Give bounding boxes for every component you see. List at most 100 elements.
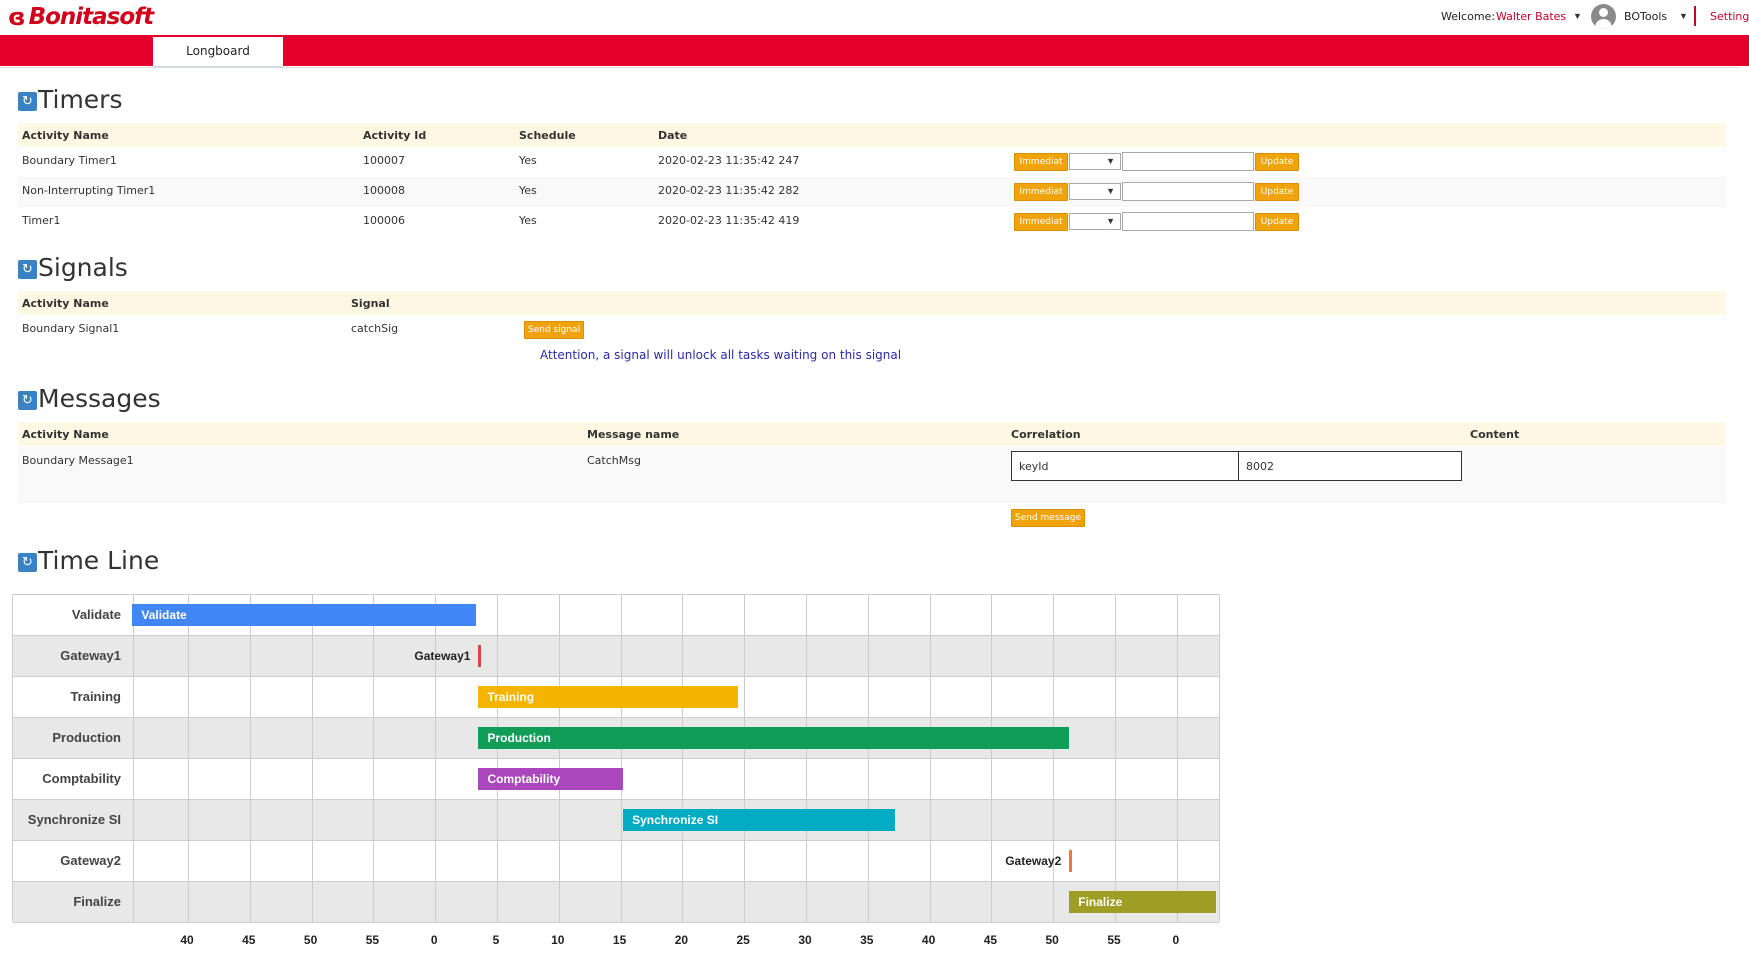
grid-line xyxy=(311,882,313,923)
col-activity-id: Activity Id xyxy=(363,129,427,142)
timeline-bar[interactable]: Production xyxy=(478,727,1070,749)
header-divider xyxy=(1694,6,1696,26)
table-row: Boundary Message1 CatchMsg keyId 8002 xyxy=(18,447,1726,503)
grid-line xyxy=(620,800,622,841)
send-signal-button[interactable]: Send signal xyxy=(524,321,584,339)
x-tick-label: 50 xyxy=(303,933,318,947)
timeline-milestone-label: Gateway2 xyxy=(1005,854,1062,868)
message-name: CatchMsg xyxy=(587,454,641,467)
table-row: Non-Interrupting Timer1 100008 Yes 2020-… xyxy=(18,177,1726,207)
timeline-milestone[interactable] xyxy=(1069,850,1073,872)
grid-line xyxy=(558,882,560,923)
avatar-icon[interactable] xyxy=(1591,4,1616,29)
timeline-bar[interactable]: Synchronize SI xyxy=(623,809,895,831)
grid-line xyxy=(991,841,993,882)
grid-line xyxy=(867,677,869,718)
refresh-icon[interactable]: ↻ xyxy=(18,553,37,572)
timeline-bar[interactable]: Comptability xyxy=(478,768,624,790)
activity-name: Timer1 xyxy=(22,214,61,227)
correlation-key-field[interactable]: keyId xyxy=(1011,451,1240,481)
grid-line xyxy=(1053,677,1055,718)
x-tick-label: 30 xyxy=(798,933,812,947)
grid-line xyxy=(991,636,993,677)
timers-title: Timers xyxy=(38,85,123,114)
grid-line xyxy=(188,800,189,841)
timeline-row: Gateway1 Gateway1 xyxy=(13,636,1219,677)
signals-table-header: Activity Name Signal xyxy=(18,291,1726,315)
timeline-bar[interactable]: Training xyxy=(478,686,738,708)
timeline-milestone[interactable] xyxy=(478,645,482,667)
immediate-button[interactable]: Immediat xyxy=(1014,213,1068,231)
grid-line xyxy=(1053,595,1055,636)
grid-line xyxy=(991,677,993,718)
delay-unit-select[interactable]: ▼ xyxy=(1069,183,1121,200)
immediate-button[interactable]: Immediat xyxy=(1014,153,1068,171)
delay-unit-select[interactable]: ▼ xyxy=(1069,213,1121,230)
update-button[interactable]: Update xyxy=(1255,213,1299,231)
chevron-down-icon: ▼ xyxy=(1106,216,1115,226)
grid-line xyxy=(133,636,134,677)
grid-line xyxy=(1115,718,1116,759)
grid-line xyxy=(620,841,622,882)
grid-line xyxy=(867,882,869,923)
timers-table-header: Activity Name Activity Id Schedule Date xyxy=(18,123,1726,147)
grid-line xyxy=(1053,882,1055,923)
grid-line xyxy=(188,636,189,677)
grid-line xyxy=(133,759,134,800)
timeline-bar[interactable]: Validate xyxy=(132,604,476,626)
delay-input[interactable] xyxy=(1122,182,1254,201)
grid-line xyxy=(929,677,931,718)
immediate-button[interactable]: Immediat xyxy=(1014,183,1068,201)
schedule: Yes xyxy=(519,154,537,167)
send-message-button[interactable]: Send message xyxy=(1011,509,1085,527)
col-correlation: Correlation xyxy=(1011,428,1081,441)
delay-input[interactable] xyxy=(1122,212,1254,231)
grid-line xyxy=(497,595,498,636)
grid-line xyxy=(929,800,931,841)
refresh-icon[interactable]: ↻ xyxy=(18,391,37,410)
signal-attention-note: Attention, a signal will unlock all task… xyxy=(540,348,902,362)
grid-line xyxy=(744,841,746,882)
settings-link[interactable]: Settings xyxy=(1710,10,1749,23)
correlation-value-field[interactable]: 8002 xyxy=(1238,451,1462,481)
grid-line xyxy=(929,636,931,677)
delay-unit-select[interactable]: ▼ xyxy=(1069,153,1121,170)
timeline-title: Time Line xyxy=(38,546,160,575)
grid-line xyxy=(1053,800,1055,841)
refresh-icon[interactable]: ↻ xyxy=(18,92,37,111)
timeline-chart: Validate Validate Gateway1 Gateway1 Training… xyxy=(12,594,1220,923)
tab-longboard[interactable]: Longboard xyxy=(153,37,283,68)
grid-line xyxy=(249,759,251,800)
grid-line xyxy=(1176,759,1178,800)
grid-line xyxy=(1115,841,1116,882)
grid-line xyxy=(806,841,807,882)
grid-line xyxy=(867,759,869,800)
grid-line xyxy=(1115,759,1116,800)
grid-line xyxy=(311,800,313,841)
grid-line xyxy=(744,882,746,923)
grid-line xyxy=(620,636,622,677)
user-menu-chevron-icon[interactable]: ▼ xyxy=(1573,11,1582,21)
grid-line xyxy=(1115,636,1116,677)
messages-title: Messages xyxy=(38,384,161,413)
update-button[interactable]: Update xyxy=(1255,153,1299,171)
activity-id: 100007 xyxy=(363,154,405,167)
grid-line xyxy=(682,841,684,882)
user-name[interactable]: Walter Bates xyxy=(1496,10,1567,23)
timeline-bar[interactable]: Finalize xyxy=(1069,891,1217,913)
grid-line xyxy=(188,759,189,800)
app-name[interactable]: BOTools xyxy=(1624,10,1668,23)
grid-line xyxy=(991,882,993,923)
bonitasoft-logo[interactable]: ɞ Bonitasoft xyxy=(8,2,154,32)
grid-line xyxy=(373,677,375,718)
x-tick-label: 15 xyxy=(612,933,627,947)
delay-input[interactable] xyxy=(1122,152,1254,171)
x-tick-label: 55 xyxy=(365,933,380,947)
grid-line xyxy=(1115,800,1116,841)
timeline-row-label: Comptability xyxy=(42,771,121,786)
update-button[interactable]: Update xyxy=(1255,183,1299,201)
app-menu-chevron-icon[interactable]: ▼ xyxy=(1679,11,1688,21)
grid-line xyxy=(1053,759,1055,800)
col-content: Content xyxy=(1470,428,1520,441)
refresh-icon[interactable]: ↻ xyxy=(18,260,37,279)
